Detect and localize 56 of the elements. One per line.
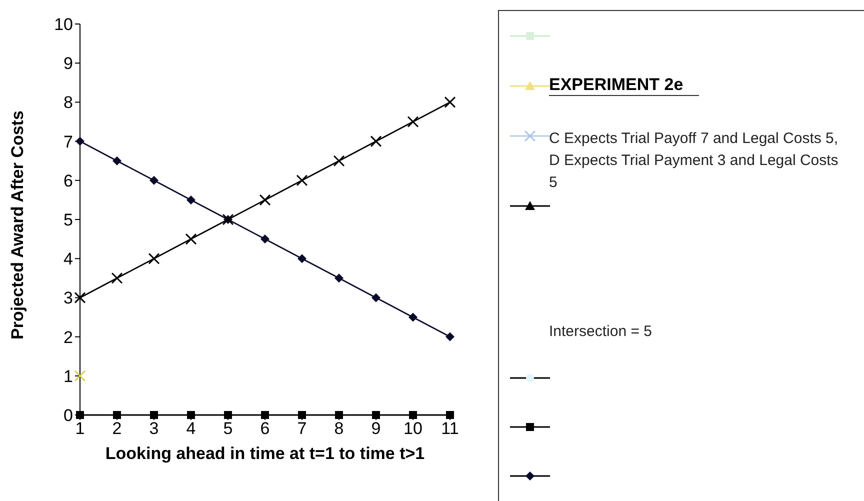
x-tick-label: 7: [297, 419, 307, 438]
point: [446, 332, 454, 342]
point: [408, 312, 418, 322]
y-tick-label: 1: [64, 366, 73, 386]
x-axis-title: Looking ahead in time at t=1 to time t>1: [104, 444, 426, 464]
point: [261, 411, 269, 419]
x-tick-label: 5: [223, 419, 233, 438]
x-tick-label: 3: [149, 419, 159, 438]
point: [407, 116, 419, 128]
y-tick-label: 0: [64, 406, 73, 426]
point: [224, 411, 232, 419]
x-tick-label: 10: [404, 419, 422, 438]
point: [335, 411, 343, 419]
y-tick-label: 2: [64, 328, 73, 347]
y-tick-label: 6: [64, 171, 73, 190]
point: [333, 155, 345, 167]
point: [74, 370, 86, 382]
x-tick-label: 11: [441, 419, 459, 438]
point: [113, 411, 121, 419]
y-tick-label: 5: [64, 210, 73, 230]
point: [260, 234, 270, 244]
y-axis-title: Projected Award After Costs: [8, 110, 28, 340]
point: [296, 174, 308, 186]
y-tick-label: 3: [64, 288, 73, 308]
point: [372, 293, 380, 302]
text: Intersection = 5: [549, 323, 652, 340]
point: [372, 411, 380, 419]
point: [186, 195, 196, 204]
x-tick-label: 8: [334, 419, 344, 438]
point: [259, 194, 271, 206]
point: [298, 254, 306, 264]
text: EXPERIMENT 2e: [549, 75, 700, 96]
point: [74, 292, 86, 304]
y-tick-label: 9: [64, 54, 73, 74]
x-tick-label: 9: [371, 419, 381, 438]
point: [150, 411, 158, 419]
x-tick-label: 4: [186, 419, 196, 438]
point: [444, 96, 456, 108]
point: [298, 411, 306, 419]
point: [187, 411, 195, 419]
point: [148, 252, 160, 264]
x-tick-label: 6: [260, 419, 270, 438]
point: [334, 274, 344, 283]
point: [185, 233, 197, 245]
point: [111, 272, 123, 284]
x-tick-label: 2: [112, 419, 122, 438]
y-tick-label: 8: [64, 93, 73, 112]
point: [409, 411, 417, 419]
point: [150, 176, 158, 185]
point: [76, 136, 84, 146]
y-tick-label: 7: [64, 132, 73, 152]
y-tick-label: 4: [64, 250, 73, 269]
text: C Expects Trial Payoff 7 and Legal Costs 5, D Expects Trial Payment 3 and Legal Costs 5: [549, 129, 840, 193]
point: [370, 136, 382, 148]
point: [112, 156, 122, 166]
y-tick-label: 10: [54, 15, 73, 34]
